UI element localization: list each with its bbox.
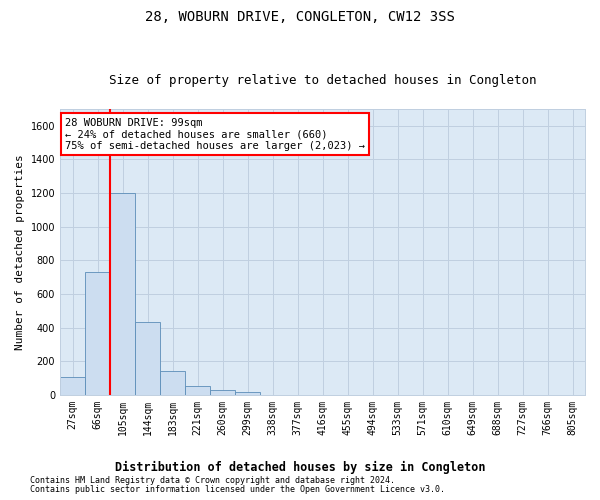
Text: Contains HM Land Registry data © Crown copyright and database right 2024.: Contains HM Land Registry data © Crown c… [30, 476, 395, 485]
Bar [235, 392, 260, 395]
Text: Contains public sector information licensed under the Open Government Licence v3: Contains public sector information licen… [30, 485, 445, 494]
Y-axis label: Number of detached properties: Number of detached properties [15, 154, 25, 350]
Text: Distribution of detached houses by size in Congleton: Distribution of detached houses by size … [115, 461, 485, 474]
Bar [110, 193, 135, 395]
Bar [135, 322, 160, 395]
Title: Size of property relative to detached houses in Congleton: Size of property relative to detached ho… [109, 74, 536, 87]
Bar [60, 377, 85, 395]
Bar [160, 370, 185, 395]
Bar [210, 390, 235, 395]
Text: 28, WOBURN DRIVE, CONGLETON, CW12 3SS: 28, WOBURN DRIVE, CONGLETON, CW12 3SS [145, 10, 455, 24]
Bar [85, 272, 110, 395]
Bar [185, 386, 210, 395]
Text: 28 WOBURN DRIVE: 99sqm
← 24% of detached houses are smaller (660)
75% of semi-de: 28 WOBURN DRIVE: 99sqm ← 24% of detached… [65, 118, 365, 151]
